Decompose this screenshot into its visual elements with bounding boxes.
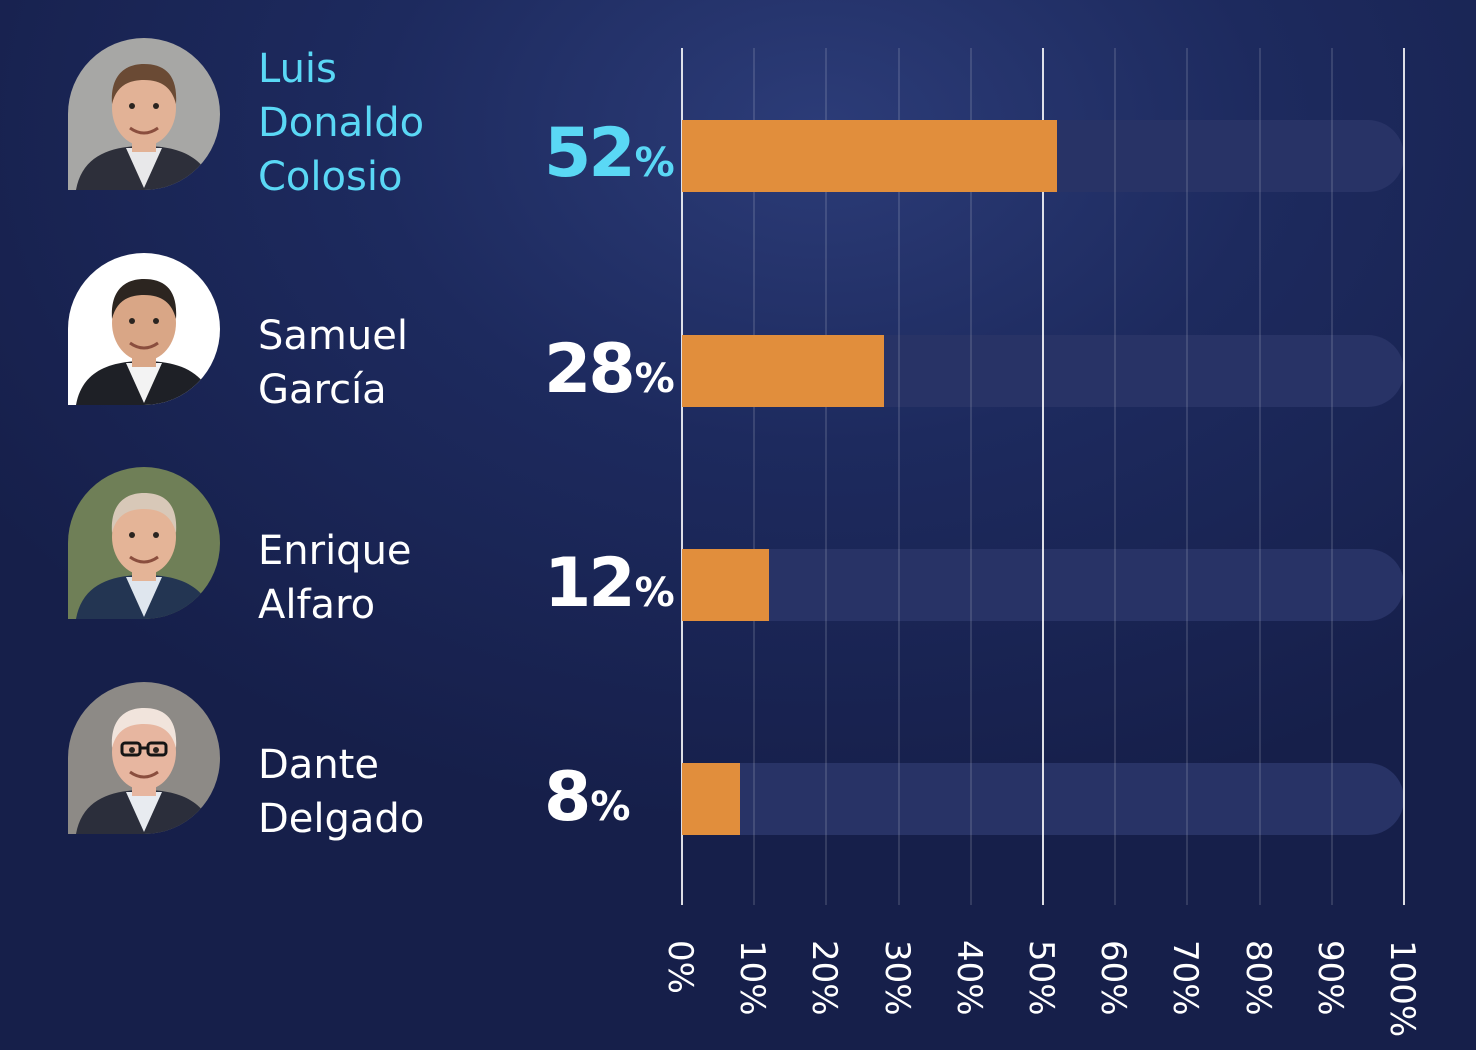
gridline (897, 48, 900, 905)
avatar-3 (68, 467, 220, 619)
gridline (1114, 48, 1117, 905)
gridline (1403, 48, 1405, 905)
x-tick-label: 70% (1165, 940, 1206, 1016)
gridline (1186, 48, 1189, 905)
x-tick-label: 0% (660, 940, 700, 994)
x-tick-label: 10% (732, 940, 773, 1016)
x-tick-label: 30% (876, 940, 917, 1016)
gridline (825, 48, 828, 905)
candidate-name: Enrique Alfaro (258, 524, 528, 632)
gridline (1042, 48, 1044, 905)
x-tick-label: 100% (1382, 940, 1422, 1038)
candidate-name-line: Luis (258, 46, 337, 92)
candidate-name-line: Alfaro (258, 582, 376, 628)
gridline (681, 48, 683, 905)
value-percent-sign: % (634, 356, 675, 402)
x-tick-label: 60% (1093, 940, 1134, 1016)
candidate-name: Samuel García (258, 309, 528, 417)
candidate-name-line: Dante (258, 742, 379, 788)
candidate-name-line: Delgado (258, 796, 425, 842)
candidate-name-line: Colosio (258, 154, 403, 200)
value-label: 8% (544, 758, 630, 837)
bar (682, 335, 885, 407)
candidate-name-line: Donaldo (258, 100, 425, 146)
avatar-photo (68, 682, 220, 834)
candidate-name-line: Enrique (258, 528, 412, 574)
candidate-name-line: García (258, 367, 387, 413)
gridline (1330, 48, 1333, 905)
value-label: 12% (544, 544, 675, 623)
gridline (1258, 48, 1261, 905)
bar (682, 549, 769, 621)
avatar-1 (68, 38, 220, 190)
x-tick-label: 80% (1237, 940, 1278, 1016)
value-percent-sign: % (634, 570, 675, 616)
value-number: 12 (544, 544, 636, 623)
bar (682, 763, 740, 835)
value-label: 28% (544, 330, 675, 409)
x-tick-label: 40% (948, 940, 989, 1016)
candidate-name: Luis Donaldo Colosio (258, 42, 528, 204)
gridline (753, 48, 756, 905)
avatar-2 (68, 253, 220, 405)
value-percent-sign: % (634, 140, 675, 186)
avatar-photo (68, 38, 220, 190)
value-number: 52 (544, 114, 636, 193)
avatar-photo (68, 467, 220, 619)
value-number: 8 (544, 758, 591, 837)
value-label: 52% (544, 114, 675, 193)
x-tick-label: 90% (1309, 940, 1350, 1016)
bar (682, 120, 1058, 192)
value-percent-sign: % (590, 784, 631, 830)
x-tick-label: 50% (1021, 940, 1061, 1016)
avatar-photo (68, 253, 220, 405)
avatar-4 (68, 682, 220, 834)
candidate-name-line: Samuel (258, 313, 408, 359)
candidate-name: Dante Delgado (258, 738, 528, 846)
x-tick-label: 20% (804, 940, 845, 1016)
value-number: 28 (544, 330, 636, 409)
gridline (969, 48, 972, 905)
